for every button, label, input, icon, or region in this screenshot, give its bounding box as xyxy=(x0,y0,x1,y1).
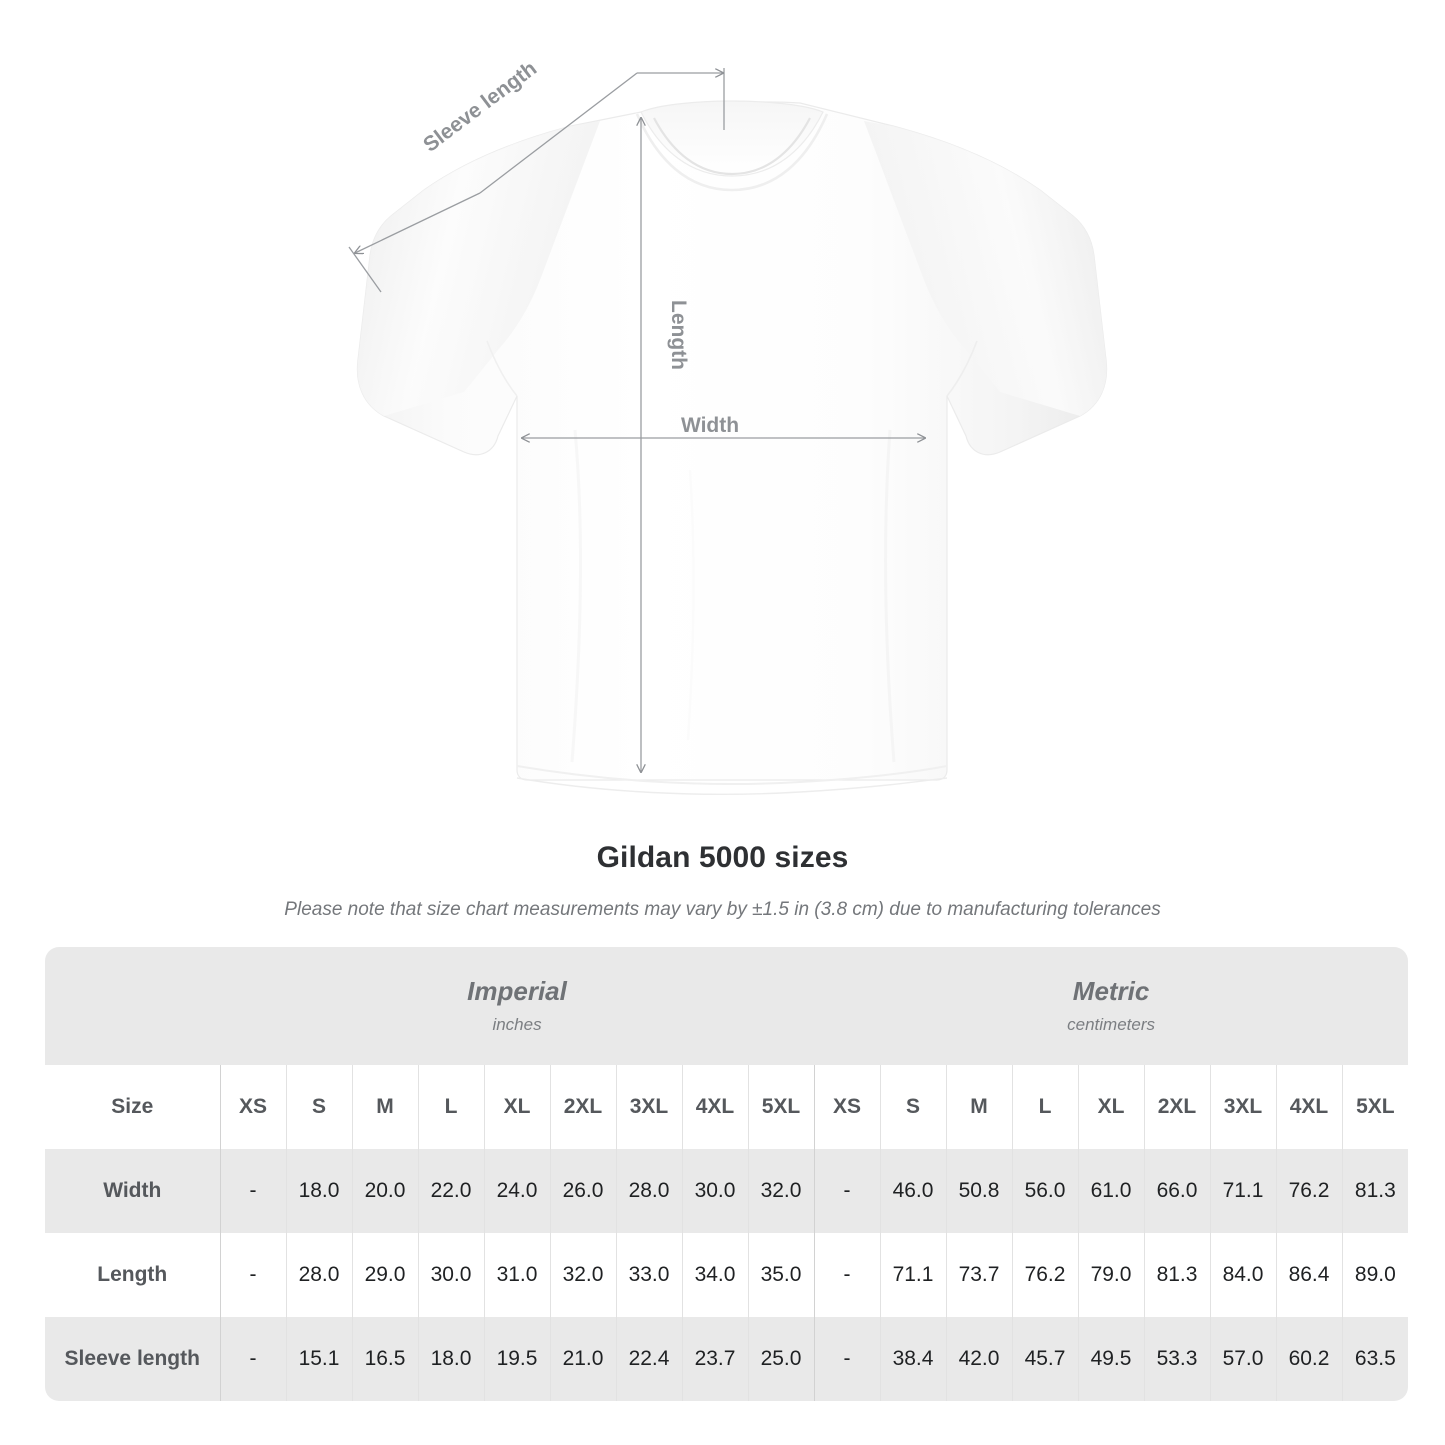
cell-width-metric-l: 56.0 xyxy=(1011,1149,1079,1233)
table-row-length: Length - 28.0 29.0 30.0 31.0 32.0 33.0 3… xyxy=(45,1233,1409,1317)
size-chart-table: Imperial inches Metric centimeters Size … xyxy=(45,947,1409,1401)
header-cell-imperial-m: M xyxy=(351,1065,418,1149)
cell-length-metric-xs: - xyxy=(813,1233,881,1317)
cell-length-imperial-2xl: 32.0 xyxy=(549,1233,616,1317)
cell-width-metric-xl: 61.0 xyxy=(1077,1149,1145,1233)
cell-width-metric-4xl: 76.2 xyxy=(1275,1149,1343,1233)
cell-sleeve-metric-l: 45.7 xyxy=(1011,1317,1079,1401)
table-row-sleeve-length: Sleeve length - 15.1 16.5 18.0 19.5 21.0… xyxy=(45,1317,1409,1401)
cell-length-imperial-xl: 31.0 xyxy=(483,1233,550,1317)
cell-width-imperial-xl: 24.0 xyxy=(483,1149,550,1233)
row-label-sleeve-length: Sleeve length xyxy=(45,1317,220,1401)
cell-sleeve-metric-s: 38.4 xyxy=(879,1317,947,1401)
cell-sleeve-metric-2xl: 53.3 xyxy=(1143,1317,1211,1401)
cell-length-metric-xl: 79.0 xyxy=(1077,1233,1145,1317)
cell-sleeve-metric-xs: - xyxy=(813,1317,881,1401)
cell-width-imperial-5xl: 32.0 xyxy=(747,1149,815,1233)
cell-length-imperial-m: 29.0 xyxy=(351,1233,418,1317)
unit-spacer-cell xyxy=(45,947,220,1065)
width-label: Width xyxy=(681,414,739,437)
tshirt-garment xyxy=(356,100,1108,795)
cell-sleeve-metric-xl: 49.5 xyxy=(1077,1317,1145,1401)
cell-width-metric-3xl: 71.1 xyxy=(1209,1149,1277,1233)
cell-length-metric-2xl: 81.3 xyxy=(1143,1233,1211,1317)
header-cell-imperial-xs: XS xyxy=(219,1065,286,1149)
header-cell-metric-l: L xyxy=(1011,1065,1079,1149)
cell-length-imperial-3xl: 33.0 xyxy=(615,1233,682,1317)
cell-width-imperial-2xl: 26.0 xyxy=(549,1149,616,1233)
unit-name-metric: Metric xyxy=(1072,976,1150,1006)
header-cell-metric-s: S xyxy=(879,1065,947,1149)
width-dimension: Width xyxy=(522,414,925,438)
unit-cell-metric: Metric centimeters xyxy=(814,947,1409,1065)
unit-name-imperial: Imperial xyxy=(467,976,567,1006)
size-header-row: Size XS S M L XL 2XL 3XL 4XL 5XL XS S M … xyxy=(45,1065,1409,1149)
page-title: Gildan 5000 sizes xyxy=(596,841,849,874)
header-cell-imperial-4xl: 4XL xyxy=(681,1065,748,1149)
cell-sleeve-imperial-m: 16.5 xyxy=(351,1317,418,1401)
cell-length-imperial-s: 28.0 xyxy=(285,1233,352,1317)
cell-length-metric-4xl: 86.4 xyxy=(1275,1233,1343,1317)
cell-length-metric-5xl: 89.0 xyxy=(1341,1233,1409,1317)
cell-length-metric-l: 76.2 xyxy=(1011,1233,1079,1317)
table-row-width: Width - 18.0 20.0 22.0 24.0 26.0 28.0 30… xyxy=(45,1149,1409,1233)
cell-length-imperial-xs: - xyxy=(219,1233,286,1317)
length-label: Length xyxy=(667,300,690,370)
length-dimension: Length xyxy=(641,118,690,772)
cell-sleeve-imperial-2xl: 21.0 xyxy=(549,1317,616,1401)
cell-sleeve-metric-3xl: 57.0 xyxy=(1209,1317,1277,1401)
chart-heading-block: Gildan 5000 sizes Please note that size … xyxy=(0,840,1445,922)
header-cell-metric-3xl: 3XL xyxy=(1209,1065,1277,1149)
header-cell-metric-m: M xyxy=(945,1065,1013,1149)
header-cell-imperial-xl: XL xyxy=(483,1065,550,1149)
header-cell-metric-5xl: 5XL xyxy=(1341,1065,1409,1149)
header-cell-imperial-l: L xyxy=(417,1065,484,1149)
cell-sleeve-imperial-xl: 19.5 xyxy=(483,1317,550,1401)
cell-width-metric-s: 46.0 xyxy=(879,1149,947,1233)
header-cell-metric-xs: XS xyxy=(813,1065,881,1149)
cell-length-imperial-5xl: 35.0 xyxy=(747,1233,815,1317)
header-cell-imperial-3xl: 3XL xyxy=(615,1065,682,1149)
cell-sleeve-imperial-xs: - xyxy=(219,1317,286,1401)
cell-length-imperial-l: 30.0 xyxy=(417,1233,484,1317)
header-cell-metric-2xl: 2XL xyxy=(1143,1065,1211,1149)
cell-width-imperial-l: 22.0 xyxy=(417,1149,484,1233)
cell-sleeve-metric-5xl: 63.5 xyxy=(1341,1317,1409,1401)
cell-sleeve-imperial-5xl: 25.0 xyxy=(747,1317,815,1401)
cell-sleeve-imperial-4xl: 23.7 xyxy=(681,1317,748,1401)
cell-sleeve-metric-4xl: 60.2 xyxy=(1275,1317,1343,1401)
cell-width-metric-5xl: 81.3 xyxy=(1341,1149,1409,1233)
cell-sleeve-imperial-3xl: 22.4 xyxy=(615,1317,682,1401)
unit-cell-imperial: Imperial inches xyxy=(220,947,815,1065)
cell-width-imperial-3xl: 28.0 xyxy=(615,1149,682,1233)
cell-width-imperial-s: 18.0 xyxy=(285,1149,352,1233)
header-cell-metric-4xl: 4XL xyxy=(1275,1065,1343,1149)
unit-sub-metric: centimeters xyxy=(1067,1015,1156,1034)
row-label-width: Width xyxy=(45,1149,220,1233)
size-chart-table-wrapper: Imperial inches Metric centimeters Size … xyxy=(45,947,1409,1401)
header-cell-imperial-5xl: 5XL xyxy=(747,1065,815,1149)
unit-system-row: Imperial inches Metric centimeters xyxy=(45,947,1409,1065)
cell-length-metric-3xl: 84.0 xyxy=(1209,1233,1277,1317)
header-cell-imperial-s: S xyxy=(285,1065,352,1149)
header-cell-metric-xl: XL xyxy=(1077,1065,1145,1149)
cell-length-metric-m: 73.7 xyxy=(945,1233,1013,1317)
header-cell-imperial-2xl: 2XL xyxy=(549,1065,616,1149)
cell-width-imperial-m: 20.0 xyxy=(351,1149,418,1233)
header-cell-size: Size xyxy=(45,1065,220,1149)
tshirt-measurement-diagram: Sleeve length Length Width xyxy=(348,57,1108,795)
tolerance-note: Please note that size chart measurements… xyxy=(284,899,1161,920)
cell-sleeve-imperial-l: 18.0 xyxy=(417,1317,484,1401)
cell-length-metric-s: 71.1 xyxy=(879,1233,947,1317)
cell-sleeve-metric-m: 42.0 xyxy=(945,1317,1013,1401)
cell-width-metric-m: 50.8 xyxy=(945,1149,1013,1233)
cell-length-imperial-4xl: 34.0 xyxy=(681,1233,748,1317)
cell-width-imperial-xs: - xyxy=(219,1149,286,1233)
cell-width-metric-xs: - xyxy=(813,1149,881,1233)
row-label-length: Length xyxy=(45,1233,220,1317)
cell-sleeve-imperial-s: 15.1 xyxy=(285,1317,352,1401)
unit-sub-imperial: inches xyxy=(492,1015,542,1034)
cell-width-metric-2xl: 66.0 xyxy=(1143,1149,1211,1233)
cell-width-imperial-4xl: 30.0 xyxy=(681,1149,748,1233)
